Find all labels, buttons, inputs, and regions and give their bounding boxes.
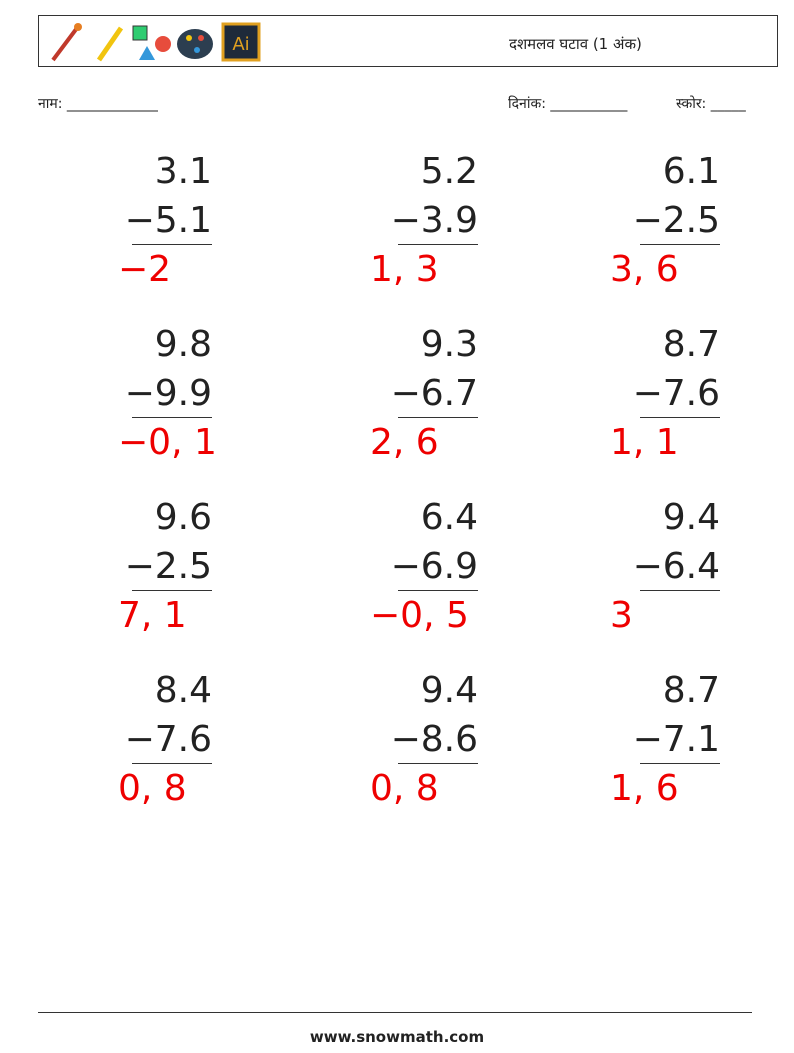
score-field: स्कोर: _____ bbox=[676, 96, 746, 112]
subtrahend: −6.4 bbox=[632, 546, 720, 587]
answer: 1, 3 bbox=[370, 249, 439, 290]
minuend: 9.4 bbox=[662, 497, 720, 538]
answer-rule bbox=[132, 417, 212, 418]
minuend: 6.4 bbox=[420, 497, 478, 538]
answer-rule bbox=[640, 417, 720, 418]
minuend: 3.1 bbox=[154, 151, 212, 192]
date-field: दिनांक: ___________ bbox=[508, 96, 628, 112]
answer-rule bbox=[132, 244, 212, 245]
minuend: 9.8 bbox=[154, 324, 212, 365]
subtrahend: −7.1 bbox=[632, 719, 720, 760]
answer-rule bbox=[398, 590, 478, 591]
title: दशमलव घटाव (1 अंक) bbox=[509, 35, 642, 53]
answer: 1, 1 bbox=[610, 422, 679, 463]
answer: 7, 1 bbox=[118, 595, 187, 636]
name-field: नाम: _____________ bbox=[38, 96, 158, 112]
answer-rule bbox=[132, 590, 212, 591]
answer: −0, 1 bbox=[118, 422, 217, 463]
answer-rule bbox=[132, 763, 212, 764]
answer: 3, 6 bbox=[610, 249, 679, 290]
answer-rule bbox=[398, 763, 478, 764]
subtrahend: −3.9 bbox=[390, 200, 478, 241]
footer-rule bbox=[38, 1012, 752, 1013]
subtrahend: −8.6 bbox=[390, 719, 478, 760]
answer-rule bbox=[640, 244, 720, 245]
svg-text:Ai: Ai bbox=[232, 34, 249, 55]
answer: 0, 8 bbox=[370, 768, 439, 809]
icons: Ai bbox=[51, 22, 261, 62]
answer-rule bbox=[398, 417, 478, 418]
minuend: 9.3 bbox=[420, 324, 478, 365]
minuend: 9.6 bbox=[154, 497, 212, 538]
subtrahend: −6.7 bbox=[390, 373, 478, 414]
minuend: 5.2 bbox=[420, 151, 478, 192]
subtrahend: −2.5 bbox=[124, 546, 212, 587]
minuend: 9.4 bbox=[420, 670, 478, 711]
answer: −0, 5 bbox=[370, 595, 469, 636]
subtrahend: −2.5 bbox=[632, 200, 720, 241]
minuend: 8.7 bbox=[662, 324, 720, 365]
answer: 1, 6 bbox=[610, 768, 679, 809]
answer-rule bbox=[640, 590, 720, 591]
minuend: 6.1 bbox=[662, 151, 720, 192]
header: Ai दशमलव घटाव (1 अंक) bbox=[38, 15, 778, 67]
footer: www.snowmath.com bbox=[309, 1028, 485, 1046]
answer: 3 bbox=[610, 595, 633, 636]
subtrahend: −5.1 bbox=[124, 200, 212, 241]
answer: 0, 8 bbox=[118, 768, 187, 809]
answer: 2, 6 bbox=[370, 422, 439, 463]
minuend: 8.7 bbox=[662, 670, 720, 711]
subtrahend: −7.6 bbox=[632, 373, 720, 414]
subtrahend: −7.6 bbox=[124, 719, 212, 760]
minuend: 8.4 bbox=[154, 670, 212, 711]
answer-rule bbox=[640, 763, 720, 764]
answer-rule bbox=[398, 244, 478, 245]
subtrahend: −6.9 bbox=[390, 546, 478, 587]
subtrahend: −9.9 bbox=[124, 373, 212, 414]
answer: −2 bbox=[118, 249, 172, 290]
